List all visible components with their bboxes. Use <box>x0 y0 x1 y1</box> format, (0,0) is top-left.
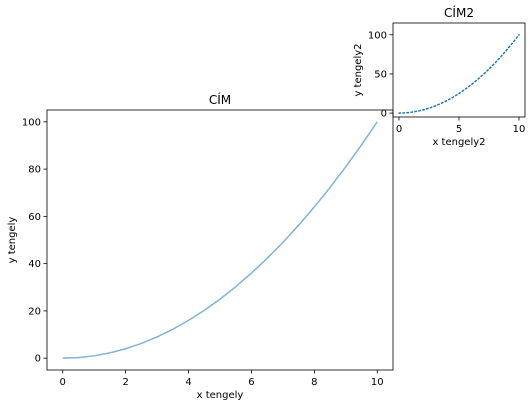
main-y-tick-label: 80 <box>28 165 41 176</box>
main-y-tick-label: 0 <box>35 354 41 365</box>
main-x-tick-label: 2 <box>122 377 128 388</box>
inset-axes-frame <box>392 22 526 118</box>
main-y-tick-label: 40 <box>28 259 41 270</box>
inset-x-tick-label: 5 <box>456 124 462 135</box>
inset-x-tick-label: 0 <box>396 124 402 135</box>
inset-y-axis-label: y tengely2 <box>353 43 364 96</box>
main-y-axis-label: y tengely <box>7 217 18 264</box>
inset-chart-title: CÍM2 <box>444 5 474 20</box>
inset-x-axis-label: x tengely2 <box>432 137 485 148</box>
main-x-tick-label: 10 <box>371 377 384 388</box>
inset-y-tick-label: 0 <box>381 109 387 120</box>
main-series-line-0 <box>62 121 378 359</box>
main-x-tick-label: 6 <box>248 377 254 388</box>
inset-x-tick-label: 10 <box>513 124 526 135</box>
main-x-axis-label: x tengely <box>197 390 244 401</box>
main-y-tick-label: 60 <box>28 212 41 223</box>
inset-y-tick-label: 100 <box>368 30 387 41</box>
main-x-tick-label: 0 <box>60 377 66 388</box>
inset-series-line-0 <box>398 34 520 114</box>
main-chart-title: CÍM <box>209 92 231 107</box>
main-x-tick-label: 8 <box>311 377 317 388</box>
inset-y-tick-label: 50 <box>374 69 387 80</box>
main-y-tick-label: 100 <box>22 117 41 128</box>
main-axes-frame <box>46 109 394 371</box>
main-x-tick-label: 4 <box>185 377 191 388</box>
main-y-tick-label: 20 <box>28 306 41 317</box>
